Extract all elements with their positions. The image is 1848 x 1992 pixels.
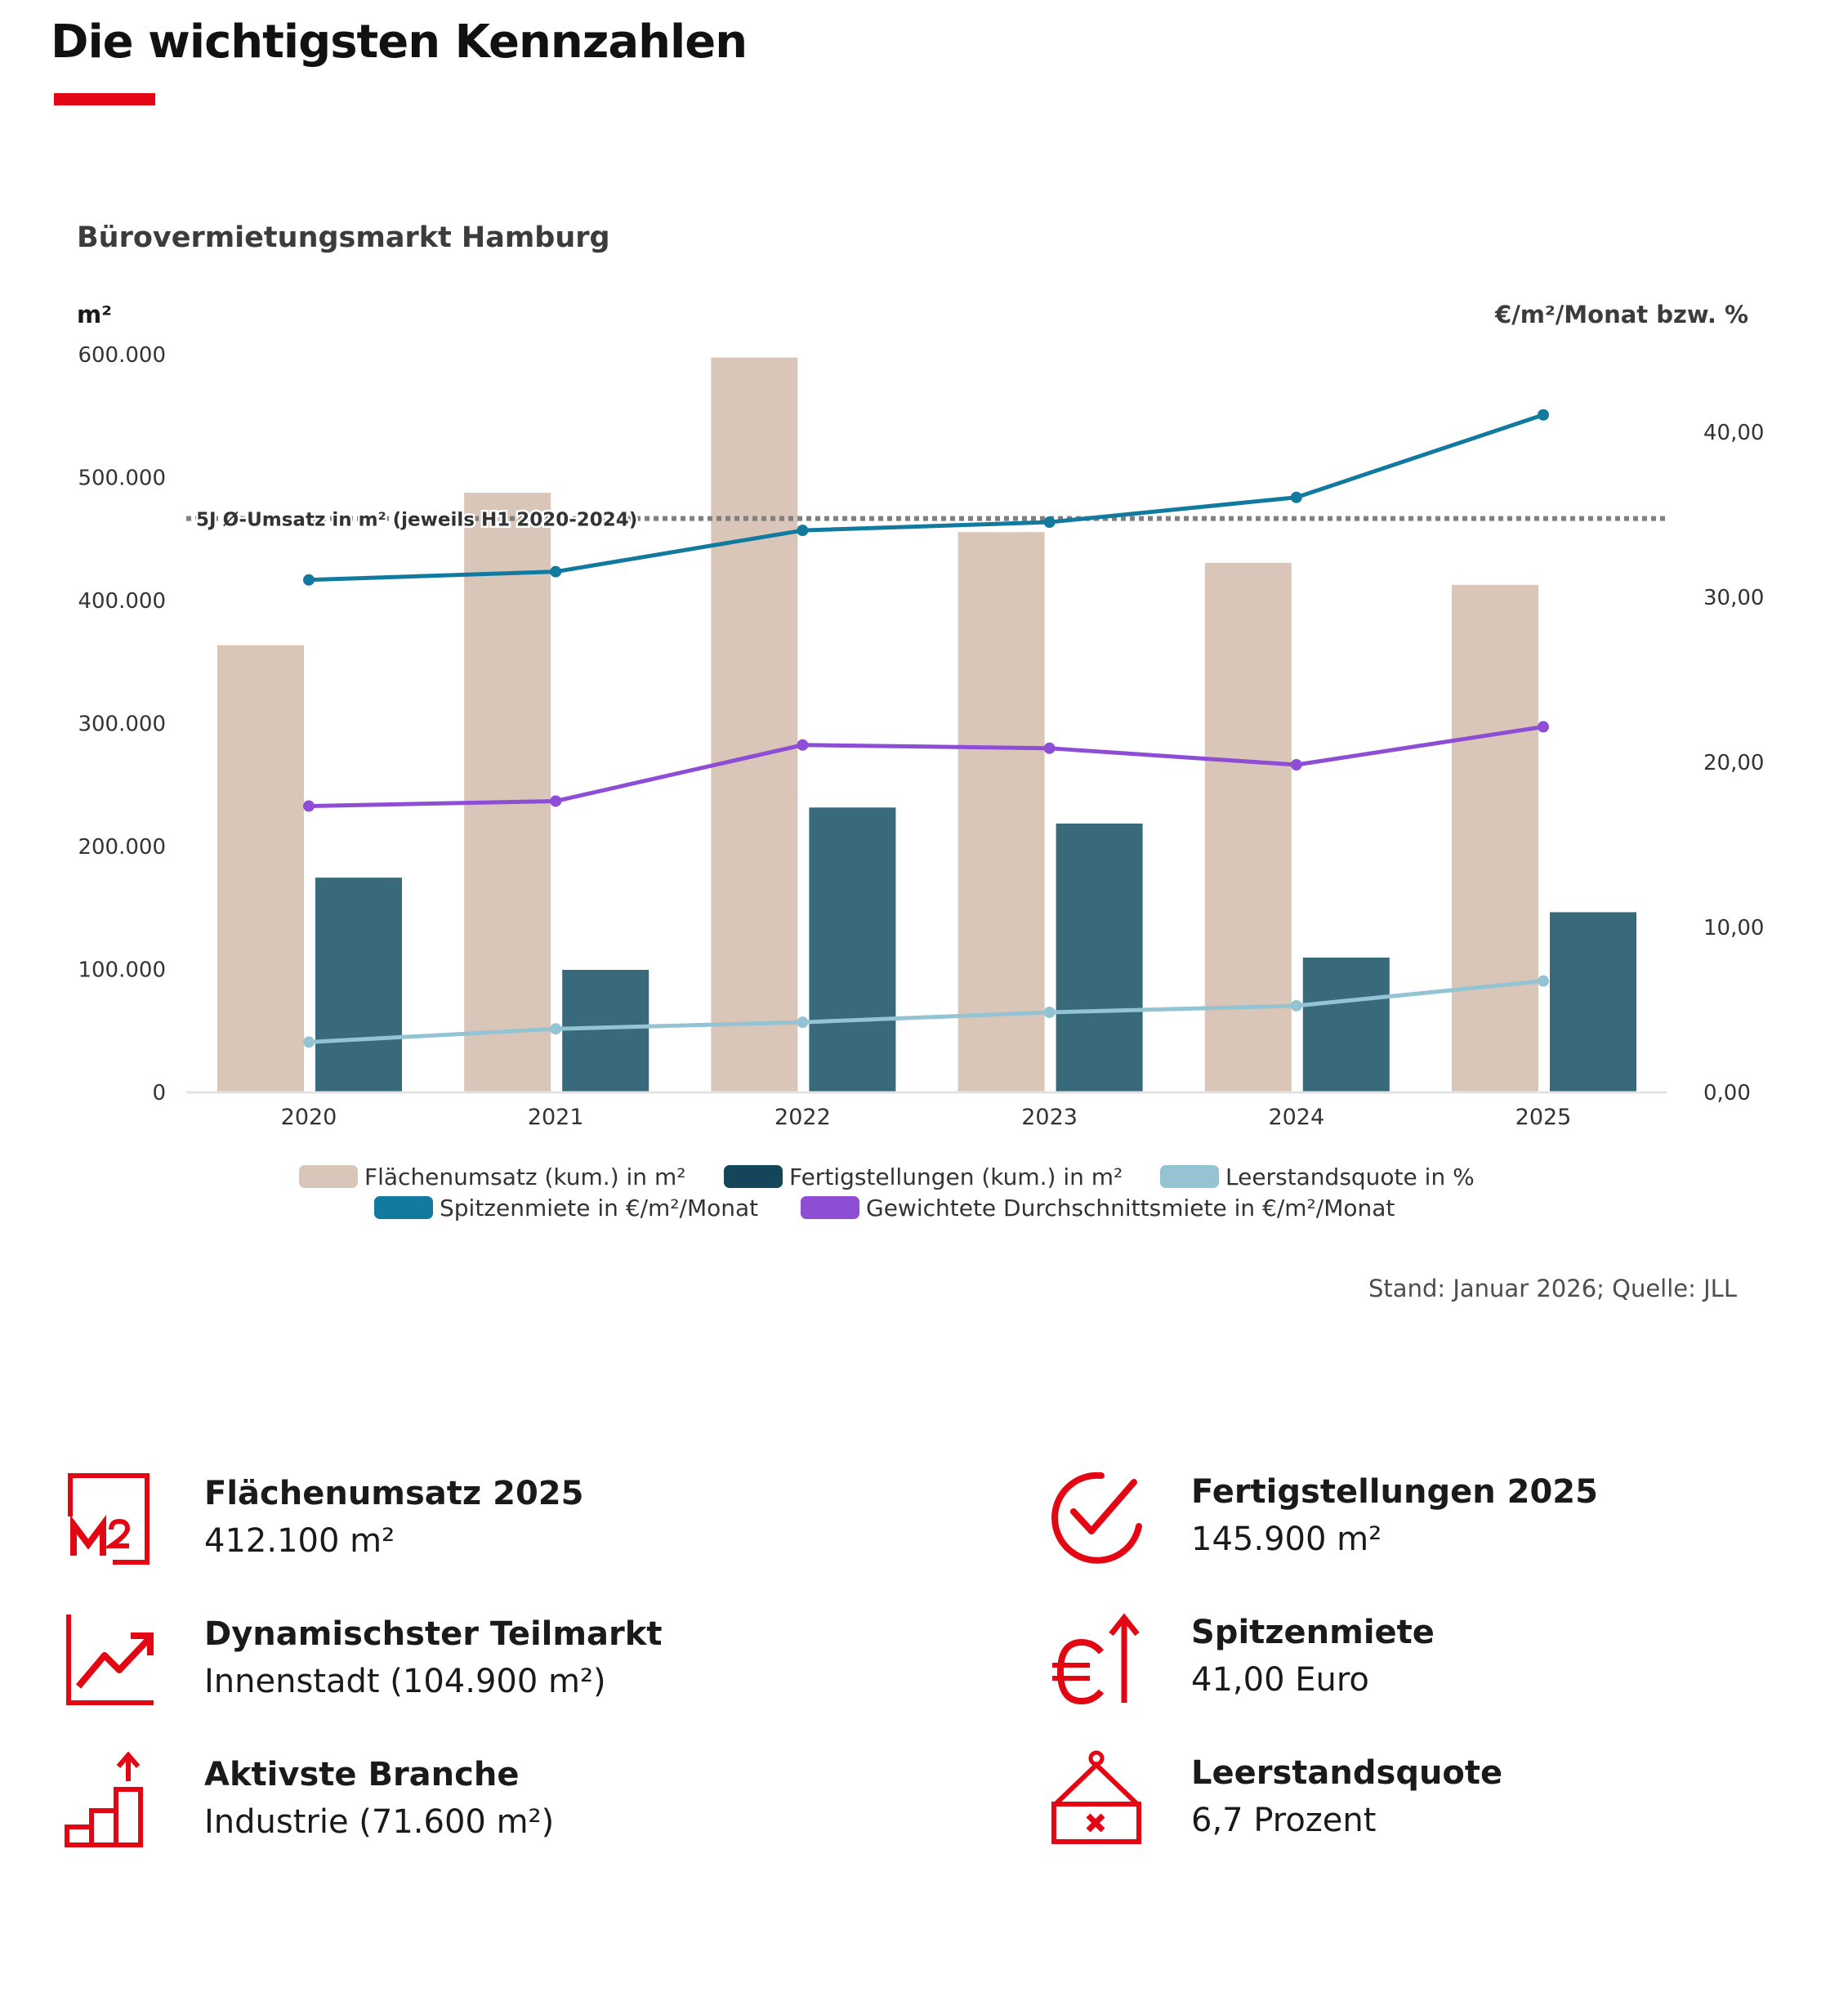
kpi-value: 41,00 Euro bbox=[1191, 1661, 1369, 1699]
data-point bbox=[550, 795, 562, 807]
data-point bbox=[303, 800, 315, 812]
data-point bbox=[303, 1036, 315, 1048]
checkmark-circle-icon bbox=[1051, 1472, 1142, 1564]
data-point bbox=[1290, 759, 1302, 771]
kpi-leerstand: Leerstandsquote 6,7 Prozent bbox=[1051, 1750, 1786, 1865]
y-tick-label-left: 600.000 bbox=[78, 343, 166, 368]
y-tick-label-left: 300.000 bbox=[78, 712, 166, 737]
chart-title: Bürovermietungsmarkt Hamburg bbox=[77, 221, 610, 254]
data-point bbox=[797, 739, 809, 751]
data-point bbox=[1043, 1007, 1056, 1019]
x-tick-label: 2020 bbox=[281, 1105, 337, 1130]
legend-label: Fertigstellungen (kum.) in m² bbox=[789, 1163, 1123, 1190]
kpi-value: 6,7 Prozent bbox=[1191, 1802, 1377, 1839]
bar-steps-arrow-icon bbox=[65, 1752, 143, 1847]
bar-fertigstellungen bbox=[1056, 823, 1143, 1092]
y-axis-label-left: m² bbox=[77, 301, 112, 328]
y-tick-label-right: 20,00 bbox=[1703, 751, 1764, 775]
kpi-label: Dynamischster Teilmarkt bbox=[204, 1615, 663, 1653]
vacant-sign-icon bbox=[1051, 1750, 1141, 1844]
bar-flaechenumsatz bbox=[1204, 562, 1292, 1092]
bar-fertigstellungen bbox=[315, 878, 402, 1092]
source-note: Stand: Januar 2026; Quelle: JLL bbox=[1368, 1275, 1737, 1302]
y-tick-label-right: 10,00 bbox=[1703, 916, 1764, 940]
kpi-label: Leerstandsquote bbox=[1191, 1754, 1503, 1792]
x-tick-label: 2021 bbox=[528, 1105, 584, 1130]
legend-swatch bbox=[299, 1165, 358, 1188]
kpi-label: Aktivste Branche bbox=[204, 1756, 520, 1793]
kpi-spitzenmiete: Spitzenmiete 41,00 Euro bbox=[1051, 1610, 1786, 1724]
bar-flaechenumsatz bbox=[957, 532, 1045, 1092]
y-tick-label-right: 40,00 bbox=[1703, 421, 1764, 445]
x-tick-label: 2024 bbox=[1268, 1105, 1324, 1130]
chart: Bürovermietungsmarkt Hamburg m² €/m²/Monat… bbox=[77, 221, 1764, 1222]
kpi-value: Industrie (71.600 m²) bbox=[204, 1803, 555, 1841]
bar-fertigstellungen bbox=[562, 970, 649, 1092]
legend-swatch bbox=[374, 1196, 433, 1219]
legend-swatch bbox=[724, 1165, 783, 1188]
x-tick-label: 2025 bbox=[1515, 1105, 1572, 1130]
x-tick-label: 2023 bbox=[1021, 1105, 1078, 1130]
bar-flaechenumsatz bbox=[711, 357, 798, 1092]
bar-flaechenumsatz bbox=[464, 493, 551, 1092]
y-axis-label-right: €/m²/Monat bzw. % bbox=[1494, 301, 1748, 328]
data-point bbox=[1538, 409, 1549, 421]
square-meter-icon bbox=[68, 1473, 150, 1565]
kpi-teilmarkt: Dynamischster Teilmarkt Innenstadt (104.… bbox=[64, 1611, 799, 1726]
page-title: Die wichtigsten Kennzahlen bbox=[51, 16, 748, 69]
y-tick-label-left: 500.000 bbox=[78, 467, 166, 491]
title-accent-bar bbox=[54, 93, 155, 105]
legend-swatch bbox=[1160, 1165, 1219, 1188]
y-tick-label-left: 100.000 bbox=[78, 958, 166, 983]
y-tick-label-left: 200.000 bbox=[78, 835, 166, 860]
euro-arrow-up-icon bbox=[1052, 1613, 1140, 1705]
data-point bbox=[1290, 999, 1302, 1012]
data-point bbox=[797, 525, 809, 537]
data-point bbox=[1538, 975, 1549, 987]
kpi-flaechenumsatz: Flächenumsatz 2025 412.100 m² bbox=[64, 1471, 799, 1585]
legend-label: Spitzenmiete in €/m²/Monat bbox=[440, 1195, 758, 1222]
kpi-label: Spitzenmiete bbox=[1191, 1614, 1435, 1651]
trend-chart-icon bbox=[66, 1615, 154, 1705]
data-point bbox=[1043, 516, 1056, 529]
y-tick-label-left: 0 bbox=[152, 1081, 166, 1105]
legend-label: Gewichtete Durchschnittsmiete in €/m²/Mo… bbox=[866, 1195, 1395, 1222]
data-point bbox=[550, 1023, 562, 1035]
bar-flaechenumsatz bbox=[217, 645, 304, 1092]
data-point bbox=[550, 565, 562, 578]
y-tick-label-right: 30,00 bbox=[1703, 586, 1764, 610]
kpi-label: Fertigstellungen 2025 bbox=[1191, 1473, 1598, 1511]
bar-fertigstellungen bbox=[1550, 912, 1636, 1092]
kpi-fertigstellungen: Fertigstellungen 2025 145.900 m² bbox=[1051, 1469, 1786, 1583]
y-tick-label-right: 0,00 bbox=[1703, 1081, 1751, 1105]
data-point bbox=[1538, 721, 1549, 733]
data-point bbox=[1043, 742, 1056, 754]
kpi-branche: Aktivste Branche Industrie (71.600 m²) bbox=[64, 1752, 799, 1866]
x-tick-label: 2022 bbox=[774, 1105, 831, 1130]
reference-line-label: 5J Ø-Umsatz in m² (jeweils H1 2020-2024) bbox=[196, 510, 637, 531]
bar-flaechenumsatz bbox=[1452, 584, 1538, 1092]
y-tick-label-left: 400.000 bbox=[78, 589, 166, 614]
data-point bbox=[797, 1016, 809, 1029]
kpi-value: 145.900 m² bbox=[1191, 1521, 1382, 1558]
legend-label: Flächenumsatz (kum.) in m² bbox=[364, 1163, 685, 1190]
legend-swatch bbox=[801, 1196, 859, 1219]
kpi-label: Flächenumsatz 2025 bbox=[204, 1475, 584, 1512]
bar-fertigstellungen bbox=[809, 807, 896, 1092]
line-leerstandsquote bbox=[308, 979, 1544, 1044]
legend-label: Leerstandsquote in % bbox=[1225, 1163, 1475, 1190]
kpi-value: Innenstadt (104.900 m²) bbox=[204, 1663, 606, 1700]
bar-fertigstellungen bbox=[1302, 957, 1390, 1092]
line-spitzenmiete bbox=[308, 413, 1544, 583]
data-point bbox=[1290, 491, 1302, 503]
data-point bbox=[303, 574, 315, 586]
line-durchschnittsmiete bbox=[308, 725, 1544, 809]
kpi-value: 412.100 m² bbox=[204, 1522, 395, 1560]
